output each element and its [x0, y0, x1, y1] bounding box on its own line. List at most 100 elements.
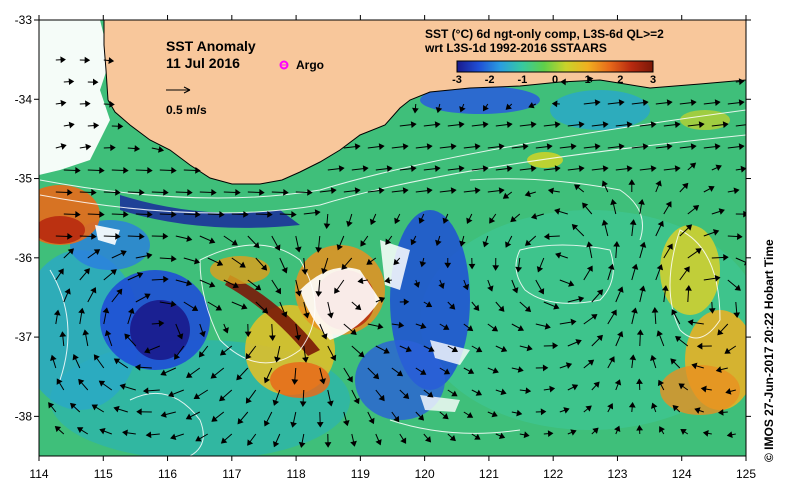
current-vector-head: [358, 351, 365, 358]
current-vector-head: [626, 165, 633, 173]
current-vector-head: [451, 390, 458, 397]
current-vector-head: [393, 415, 400, 423]
current-vector-head: [714, 274, 721, 282]
current-vector-head: [243, 210, 249, 218]
current-vector-head: [500, 345, 508, 353]
current-vector-head: [78, 378, 85, 386]
current-vector-head: [500, 388, 507, 396]
current-vector-head: [127, 307, 135, 315]
current-vector-head: [208, 281, 216, 288]
current-vector-head: [91, 404, 98, 411]
current-vector-head: [726, 431, 733, 438]
current-vector-head: [613, 241, 620, 247]
current-vector-head: [263, 420, 270, 427]
current-vector-head: [327, 400, 334, 407]
current-vector-head: [168, 390, 175, 398]
current-vector-head: [134, 145, 141, 152]
current-vector-head: [570, 318, 577, 326]
current-vector-head: [425, 301, 433, 308]
current-vector-head: [67, 232, 73, 240]
current-vector-head: [384, 277, 391, 284]
current-vector-head: [410, 165, 417, 173]
current-vector-head: [354, 143, 361, 151]
contour-line: [39, 134, 746, 214]
current-vector-head: [510, 215, 517, 223]
current-vector-head: [689, 162, 697, 169]
current-vector-head: [642, 143, 649, 151]
current-vector-head: [375, 439, 382, 446]
current-vector-head: [147, 166, 153, 174]
x-tick-label: 119: [351, 467, 370, 481]
current-vector-head: [491, 410, 498, 418]
current-vector-head: [377, 323, 384, 330]
contour-line: [389, 419, 521, 434]
current-vector-head: [193, 393, 201, 400]
current-vector-head: [712, 229, 720, 236]
x-tick-label: 125: [736, 467, 756, 481]
current-vector-head: [607, 263, 615, 271]
current-vector-head: [321, 267, 328, 275]
current-vector: [735, 124, 746, 127]
current-vector-head: [360, 240, 367, 247]
cold-anomaly-patch: [130, 300, 190, 360]
current-vector-head: [186, 235, 193, 242]
current-vector-head: [144, 347, 151, 354]
current-vector-head: [736, 233, 743, 240]
current-vector-head: [568, 280, 575, 287]
current-vector-head: [714, 143, 721, 151]
current-vector-head: [350, 328, 357, 336]
current-vector-head: [702, 429, 709, 437]
current-vector-head: [82, 329, 90, 336]
current-vector-head: [420, 322, 427, 330]
current-vector-head: [628, 401, 636, 408]
current-vector-head: [353, 397, 360, 405]
current-vector-head: [236, 374, 243, 381]
current-vector-head: [237, 417, 244, 425]
current-vector-head: [85, 143, 92, 151]
current-vector-head: [574, 184, 581, 191]
colorbar-tick-label: 3: [649, 74, 657, 86]
current-vector-head: [462, 283, 470, 291]
current-vector-head: [547, 430, 554, 438]
current-vector-head: [570, 429, 577, 436]
current-vector-head: [346, 376, 353, 383]
no-data-mask: [39, 20, 470, 412]
colorbar-ramp: [456, 60, 654, 73]
current-vector-head: [715, 366, 722, 373]
vector-scale-label: 0.5 m/s: [166, 103, 207, 117]
current-vector-head: [482, 165, 489, 173]
current-vector-head: [298, 441, 306, 448]
current-vector-head: [171, 210, 177, 218]
current-vector-head: [294, 246, 302, 253]
current-vector-head: [451, 346, 459, 353]
current-vector-head: [629, 354, 637, 361]
current-vector-head: [650, 354, 657, 362]
current-vector-head: [321, 333, 328, 340]
colorbar-tick-label: -2: [484, 74, 495, 86]
current-vector-head: [678, 383, 685, 390]
current-vector-head: [523, 431, 530, 439]
current-vector-head: [715, 164, 722, 171]
current-vector-head: [442, 413, 449, 420]
current-vector-head: [123, 166, 129, 174]
colorbar-tick-label: 1: [584, 74, 591, 86]
current-vector-head: [78, 307, 85, 314]
current-vector-head: [274, 356, 281, 363]
colorbar: [456, 60, 654, 73]
current-vector-head: [123, 210, 129, 218]
current-vector-head: [487, 285, 494, 292]
current-vector-head: [505, 103, 512, 110]
x-tick-label: 117: [222, 467, 241, 481]
current-vector-head: [475, 346, 483, 353]
current-vector-head: [235, 188, 241, 196]
current-vector-head: [216, 259, 224, 267]
current-vector-head: [60, 99, 67, 107]
current-vector-head: [99, 166, 105, 174]
current-vector-head: [283, 188, 289, 196]
current-vector-head: [536, 266, 544, 273]
x-tick-label: 122: [543, 467, 563, 481]
current-vector-head: [241, 303, 248, 310]
current-vector-head: [552, 342, 559, 350]
current-vector-head: [450, 143, 457, 151]
